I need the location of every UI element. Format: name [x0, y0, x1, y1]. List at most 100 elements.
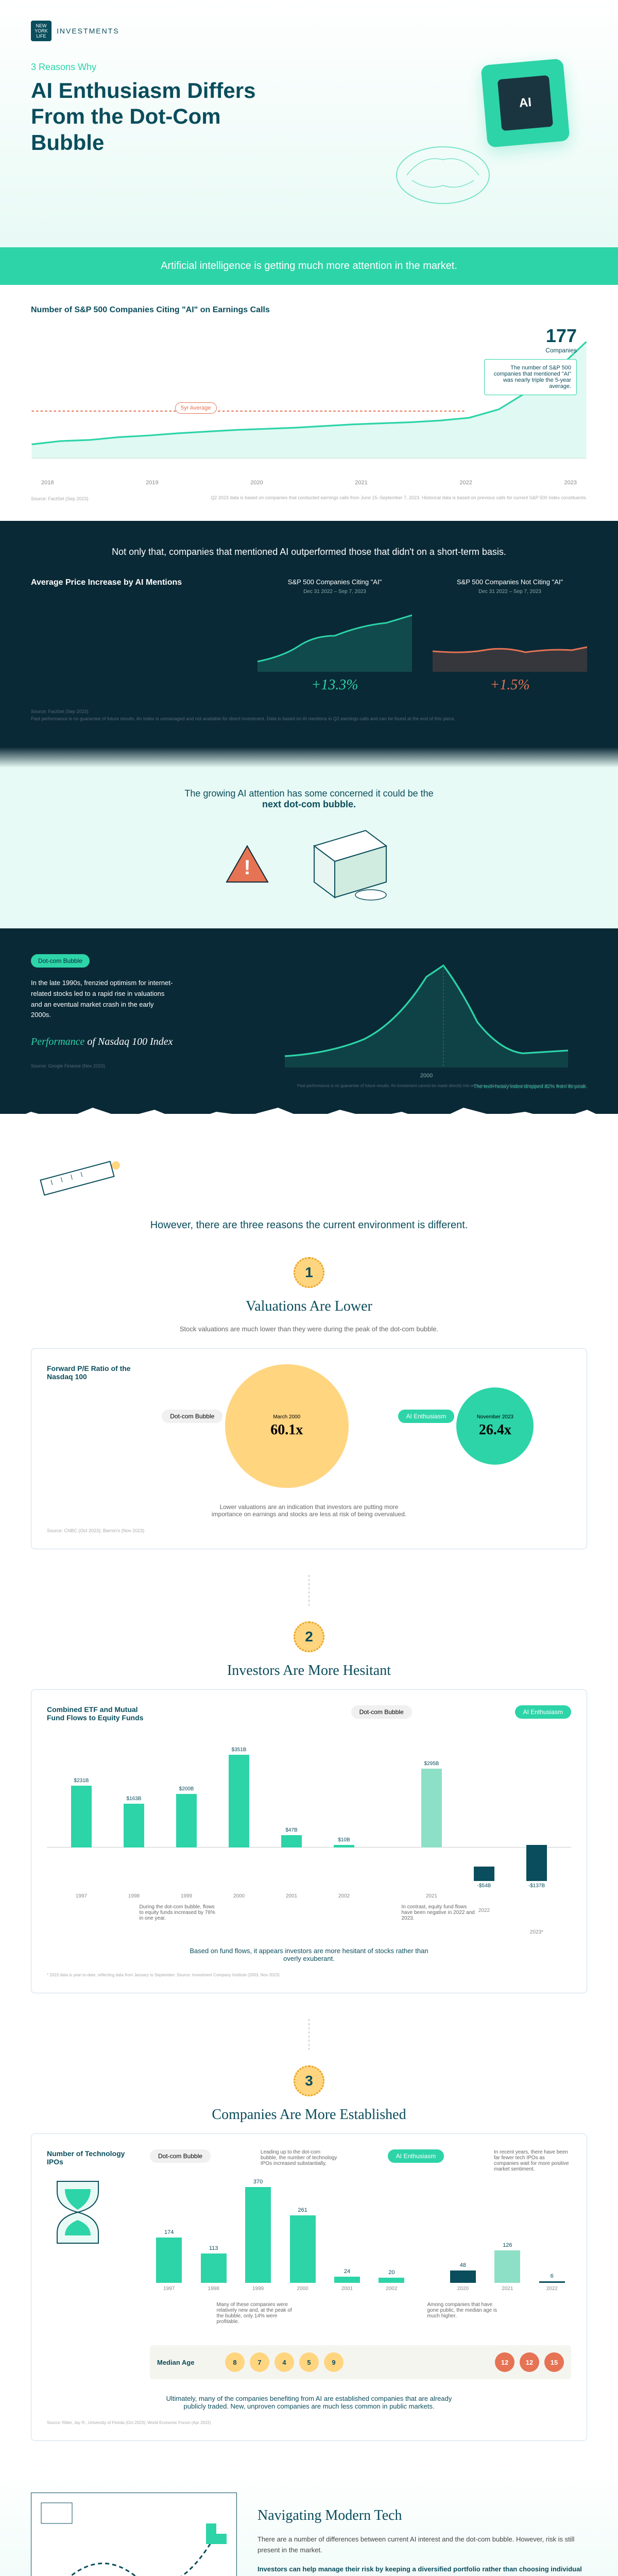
- s4-foot: Past performance is no guarantee of futu…: [266, 1083, 587, 1088]
- r3-left-label: Number of Technology IPOs: [47, 2149, 140, 2166]
- r1-col-dotcom: Dot-com Bubble March 2000 60.1x: [150, 1364, 360, 1488]
- bar-group: $47B2001: [267, 1827, 316, 1889]
- logo-text: INVESTMENTS: [57, 27, 119, 35]
- hero-title: AI Enthusiasm Differs From the Dot-Com B…: [31, 78, 288, 156]
- r2-callout2: In contrast, equity fund flows have been…: [402, 1904, 479, 1921]
- r1-source: Source: CNBC (Oct 2023); Barron's (Nov 2…: [47, 1528, 571, 1533]
- nyli-logo: NEWYORKLIFE: [31, 21, 52, 41]
- hero-graphic: AI: [381, 62, 587, 206]
- nav-p2: Investors can help manage their risk by …: [258, 2564, 587, 2576]
- bar-group: $295B2021: [407, 1761, 456, 1889]
- s4-source: Source: Google Finance (Nov 2023): [31, 1063, 245, 1069]
- r2-title: Investors Are More Hesitant: [31, 1663, 587, 1679]
- section-nasdaq: Dot-com Bubble In the late 1990s, frenzi…: [0, 928, 618, 1114]
- s4-perf-title: Performance of Nasdaq 100 Index: [31, 1036, 245, 1048]
- bar-group: $231B1997: [57, 1778, 106, 1889]
- callout-177: 177 Companies The number of S&P 500 comp…: [484, 325, 577, 395]
- ipo-bar: 202002: [372, 2269, 410, 2292]
- svg-text:!: !: [244, 856, 250, 879]
- bubble-dotcom: March 2000 60.1x: [225, 1364, 349, 1488]
- age-badge-dotcom: 8: [225, 2352, 245, 2372]
- s1-chart-title: Number of S&P 500 Companies Citing "AI" …: [31, 306, 587, 315]
- bar-group: -$54B2022: [460, 1805, 508, 1889]
- r2-left-label: Combined ETF and Mutual Fund Flows to Eq…: [47, 1705, 150, 1734]
- perf-col-citing: S&P 500 Companies Citing "AI" Dec 31 202…: [258, 578, 412, 693]
- ipo-bar: 482020: [444, 2262, 482, 2292]
- navigating-section: Navigating Modern Tech There are a numbe…: [0, 2467, 618, 2576]
- nasdaq-chart: [266, 954, 587, 1067]
- r1-sub: Stock valuations are much lower than the…: [31, 1325, 587, 1333]
- r3-source: Source: Ritter, Jay R., University of Fl…: [47, 2420, 571, 2425]
- age-badge-ai: 12: [495, 2352, 514, 2372]
- section-concern: The growing AI attention has some concer…: [0, 768, 618, 928]
- ipo-chart: 1741997113199837019992612000242001202002…: [150, 2189, 571, 2292]
- r2-source: * 2023 data is year-to-date, reflecting …: [47, 1973, 571, 1977]
- connector-2: [0, 2019, 618, 2050]
- connector-1: [0, 1575, 618, 1606]
- r1-foot: Lower valuations are an indication that …: [206, 1503, 412, 1518]
- fund-flows-chart: $231B1997$163B1998$200B1999$351B2000$47B…: [47, 1744, 571, 1889]
- s1-intro-banner: Artificial intelligence is getting much …: [0, 247, 618, 285]
- ipo-bar: 1262021: [488, 2242, 526, 2292]
- s2-source-detail: Past performance is no guarantee of futu…: [31, 716, 587, 721]
- logo-row: NEWYORKLIFE INVESTMENTS: [31, 21, 587, 41]
- nav-p1: There are a number of differences betwee…: [258, 2534, 587, 2556]
- bar-group: $163B1998: [110, 1796, 158, 1889]
- reasons-intro: However, there are three reasons the cur…: [0, 1219, 618, 1242]
- s1-source-right: Q2 2023 data is based on companies that …: [31, 495, 587, 500]
- ipo-bar: 62022: [533, 2273, 571, 2292]
- reason-1: 1 Valuations Are Lower Stock valuations …: [0, 1242, 618, 1575]
- bubble-label: Dot-com Bubble: [31, 954, 90, 968]
- age-badge-ai: 15: [544, 2352, 564, 2372]
- wave-divider: [0, 747, 618, 768]
- badge-3: 3: [294, 2065, 324, 2096]
- median-age-row: Median Age 87459 121215: [150, 2345, 571, 2379]
- s2-source: Source: FactSet (Sep 2023): [31, 709, 587, 714]
- hourglass-icon: [47, 2176, 109, 2248]
- s3-text: The growing AI attention has some concer…: [180, 788, 438, 810]
- r2-foot: Based on fund flows, it appears investor…: [180, 1947, 438, 1962]
- r1-col-ai: AI Enthusiasm November 2023 26.4x: [360, 1387, 571, 1465]
- header-section: NEWYORKLIFE INVESTMENTS 3 Reasons Why AI…: [0, 0, 618, 247]
- s2-title: Average Price Increase by AI Mentions: [31, 578, 182, 587]
- s2-intro: Not only that, companies that mentioned …: [31, 547, 587, 557]
- section-ai-mentions: Artificial intelligence is getting much …: [0, 247, 618, 521]
- ipo-bar: 242001: [328, 2268, 366, 2292]
- ruler-icon: [0, 1140, 618, 1219]
- badge-1: 1: [294, 1257, 324, 1288]
- s4-year: 2000: [266, 1073, 587, 1079]
- roadmap-icon: [31, 2493, 237, 2576]
- reason-2: 2 Investors Are More Hesitant Combined E…: [0, 1606, 618, 2019]
- bubble-ai: November 2023 26.4x: [456, 1387, 534, 1465]
- ai-mentions-line-chart: 177 Companies The number of S&P 500 comp…: [31, 325, 587, 469]
- brain-icon: [391, 134, 494, 206]
- ipo-bar: 2612000: [283, 2207, 321, 2292]
- s1-x-labels: 2018 2019 2020 2021 2022 2023: [31, 480, 587, 486]
- chip-label: AI: [497, 75, 553, 131]
- ipo-bar: 3701999: [239, 2179, 277, 2292]
- num-177-label: Companies: [484, 347, 577, 354]
- bar-group: $10B2002: [320, 1837, 368, 1889]
- hero-subtitle: 3 Reasons Why: [31, 62, 381, 73]
- ipo-bar: 1741997: [150, 2229, 188, 2292]
- perf-col-not-citing: S&P 500 Companies Not Citing "AI" Dec 31…: [433, 578, 587, 693]
- bar-group: $200B1999: [162, 1786, 211, 1889]
- age-badge-dotcom: 4: [274, 2352, 294, 2372]
- badge-2: 2: [294, 1621, 324, 1652]
- r1-title: Valuations Are Lower: [31, 1298, 587, 1315]
- age-badge-dotcom: 9: [324, 2352, 344, 2372]
- section-performance: Not only that, companies that mentioned …: [0, 521, 618, 747]
- age-badge-dotcom: 5: [299, 2352, 319, 2372]
- bar-group: -$137B2023*: [512, 1783, 561, 1889]
- computer-icon: [294, 825, 397, 908]
- avg-label: 5yr Average: [175, 402, 217, 414]
- age-badge-ai: 12: [520, 2352, 539, 2372]
- r2-callout1: During the dot-com bubble, flows to equi…: [140, 1904, 217, 1921]
- r3-title: Companies Are More Established: [31, 2107, 587, 2123]
- bar-group: $351B2000: [215, 1747, 263, 1889]
- nav-title: Navigating Modern Tech: [258, 2507, 587, 2524]
- ipo-bar: 1131998: [194, 2245, 232, 2292]
- s4-desc: In the late 1990s, frenzied optimism for…: [31, 978, 175, 1021]
- age-badge-dotcom: 7: [250, 2352, 269, 2372]
- num-177: 177: [484, 325, 577, 347]
